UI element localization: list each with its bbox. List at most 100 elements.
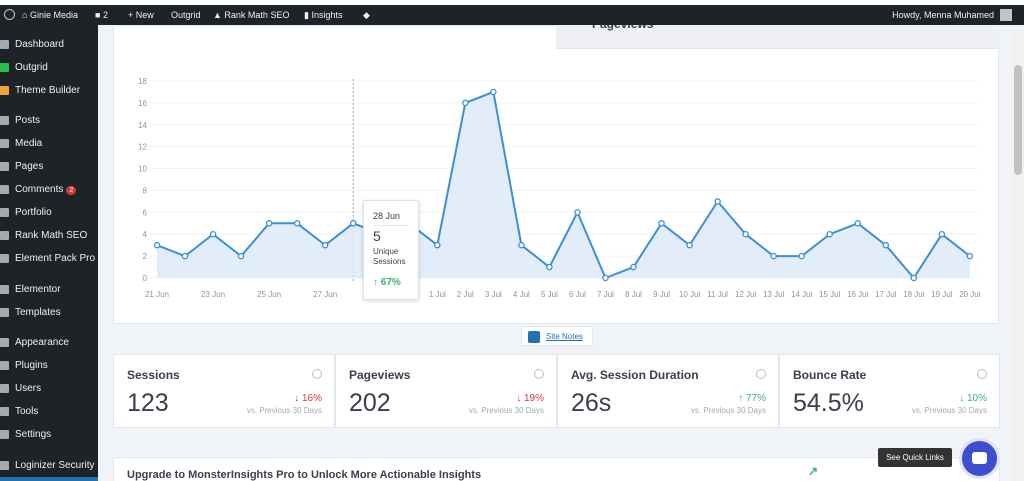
x-tick-label: 7 Jul (597, 290, 614, 299)
menu-icon (0, 139, 9, 148)
quick-links-tooltip: See Quick Links (878, 448, 952, 467)
y-tick-label: 18 (138, 77, 147, 86)
menu-item[interactable]: Rank Math SEO (15, 230, 87, 241)
stat-card: Pageviews 202 ↓ 19% vs. Previous 30 Days (335, 354, 557, 428)
x-tick-label: 11 Jul (707, 290, 728, 299)
site-notes-button[interactable]: Site Notes (521, 326, 593, 346)
comments-link[interactable]: ■ 2 (95, 10, 108, 20)
rankmath-link[interactable]: ▲ Rank Math SEO (213, 10, 290, 20)
menu-item[interactable]: Comments 2 (15, 184, 77, 195)
info-icon (977, 369, 987, 379)
y-tick-label: 14 (138, 121, 147, 130)
site-link[interactable]: ⌂ Ginie Media (22, 10, 78, 20)
menu-item[interactable]: Loginizer Security (15, 460, 94, 471)
menu-label[interactable]: Posts (15, 115, 41, 126)
menu-item[interactable]: Users (15, 383, 41, 394)
site-notes-label[interactable]: Site Notes (546, 332, 583, 341)
diamond-icon[interactable]: ◆ (363, 10, 370, 20)
menu-label[interactable]: Settings (15, 429, 52, 440)
menu-label[interactable]: Tools (15, 406, 39, 417)
wp-logo[interactable] (4, 9, 15, 20)
menu-label[interactable]: Users (15, 383, 42, 394)
point (826, 230, 833, 238)
menu-item[interactable]: Tools (15, 406, 38, 417)
x-tick-label: 12 Jul (735, 290, 757, 299)
menu-label[interactable]: Element Pack Pro (15, 253, 96, 264)
menu-label[interactable]: Pages (15, 161, 44, 172)
menu-item[interactable]: Settings (15, 429, 51, 440)
info-icon (756, 369, 766, 379)
menu-label[interactable]: Appearance (15, 337, 69, 348)
menu-item[interactable]: Appearance (15, 337, 69, 348)
x-tick-label: 15 Jul (819, 290, 841, 299)
quick-links-button[interactable] (959, 438, 1000, 479)
menu-item[interactable]: Plugins (15, 360, 48, 371)
menu-label[interactable]: Elementor (15, 284, 61, 295)
menu-item[interactable]: Pages (15, 161, 43, 172)
menu-label[interactable]: Plugins (15, 360, 48, 371)
stat-change: ↓ 10% (959, 393, 987, 404)
y-tick-label: 10 (138, 165, 147, 174)
menu-item[interactable]: Posts (15, 115, 40, 126)
line (156, 90, 971, 280)
area (157, 91, 970, 278)
stat-change-value: 10% (966, 393, 987, 404)
comments-count[interactable]: 2 (102, 10, 108, 20)
site-name[interactable]: Ginie Media (29, 10, 78, 20)
menu-label[interactable]: Templates (15, 307, 61, 318)
insights-label[interactable]: Insights (311, 10, 343, 20)
y-tick-label: 16 (138, 99, 147, 108)
menu-label[interactable]: Portfolio (15, 207, 52, 218)
menu-item[interactable]: Media (15, 138, 42, 149)
stat-value: 123 (127, 389, 169, 417)
menu-label[interactable]: Comments (15, 184, 64, 195)
tooltip-value: 5 (373, 228, 381, 244)
scrollbar-thumb[interactable] (1014, 65, 1022, 175)
stat-change-value: 77% (745, 393, 766, 404)
admin-bar: ⌂ Ginie Media ■ 2 + New Outgrid ▲ Rank M… (0, 5, 1024, 25)
pageviews-tab-bg[interactable] (556, 25, 999, 49)
x-tick-label: 1 Jul (429, 290, 446, 299)
menu-icon (0, 63, 9, 72)
menu-label[interactable]: Dashboard (15, 39, 64, 50)
point (518, 241, 525, 249)
point (181, 252, 189, 260)
menu-icon (0, 407, 9, 416)
sidebar: Dashboard Outgrid Theme Builder Posts Media P… (0, 25, 98, 481)
menu-label[interactable]: Loginizer Security (15, 460, 95, 471)
menu-item[interactable]: Portfolio (15, 207, 52, 218)
point (658, 220, 665, 227)
menu-item[interactable]: Templates (15, 307, 61, 318)
point (966, 252, 974, 260)
point (293, 220, 301, 227)
x-tick-label: 4 Jul (513, 290, 530, 299)
menu-icon (0, 338, 9, 347)
menu-item[interactable]: Outgrid (15, 62, 48, 73)
new-label[interactable]: New (135, 10, 154, 20)
new-link[interactable]: + New (128, 10, 154, 20)
stat-change: ↓ 16% (294, 393, 322, 404)
point (938, 230, 946, 238)
menu-item[interactable]: Theme Builder (15, 85, 80, 96)
menu-item[interactable]: Dashboard (15, 39, 64, 50)
x-tick-label: 23 Jun (201, 290, 225, 299)
menu-label[interactable]: Rank Math SEO (15, 230, 88, 241)
menu-item[interactable]: Element Pack Pro (15, 253, 95, 264)
outgrid-link[interactable]: Outgrid (171, 10, 201, 20)
site-notes-icon (528, 331, 540, 343)
menu-label[interactable]: Media (15, 138, 43, 149)
menu-icon (0, 185, 9, 194)
menu-label[interactable]: Outgrid (15, 62, 48, 73)
stat-card: Bounce Rate 54.5% ↓ 10% vs. Previous 30 Day… (779, 354, 1000, 428)
avatar[interactable] (1000, 9, 1012, 21)
menu-label[interactable]: Theme Builder (15, 85, 81, 96)
menu-icon (0, 162, 9, 171)
rankmath-label[interactable]: Rank Math SEO (224, 10, 290, 20)
greeting[interactable]: Howdy, Menna Muhamed (892, 10, 994, 20)
insights-link[interactable]: ▮ Insights (304, 10, 343, 20)
stat-value: 202 (349, 389, 391, 417)
menu-item[interactable]: Elementor (15, 284, 61, 295)
trend-arrow: ↓ (516, 393, 524, 404)
stat-change: ↓ 19% (516, 393, 544, 404)
stat-title: Pageviews (349, 368, 411, 382)
